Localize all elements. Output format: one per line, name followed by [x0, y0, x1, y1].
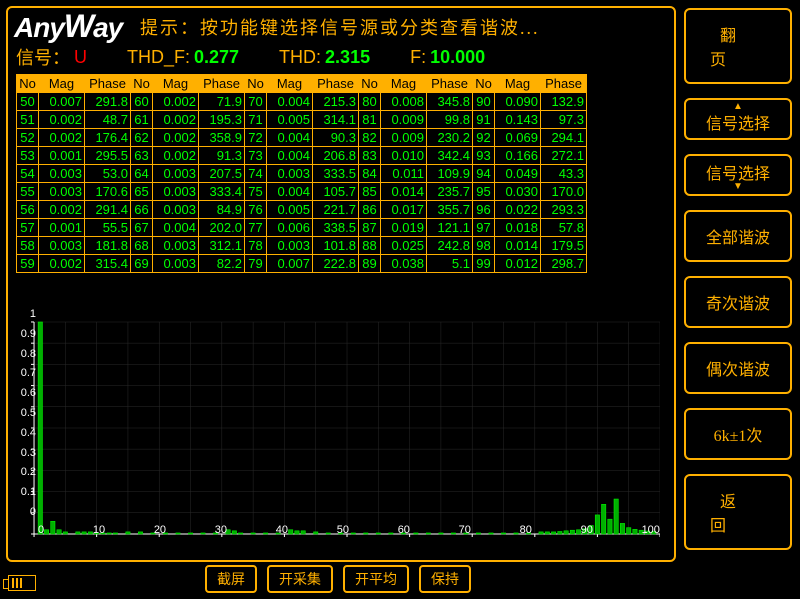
harmonics-table: NoMagPhaseNoMagPhaseNoMagPhaseNoMagPhase…: [16, 74, 587, 273]
table-row: 560.002291.4660.00384.9760.005221.7860.0…: [17, 201, 587, 219]
table-row: 580.003181.8680.003312.1780.003101.8880.…: [17, 237, 587, 255]
signal-select-up-button[interactable]: ▲ 信号选择: [684, 98, 792, 140]
thd-f-value: 0.277: [194, 47, 239, 68]
table-row: 510.00248.7610.002195.3710.005314.1810.0…: [17, 111, 587, 129]
up-arrow-icon: ▲: [686, 104, 790, 110]
table-header: Mag: [267, 75, 313, 93]
table-row: 520.002176.4620.002358.9720.00490.3820.0…: [17, 129, 587, 147]
back-button[interactable]: 返回: [684, 474, 792, 550]
thd-f-label: THD_F:: [127, 47, 190, 68]
hint-text: 提示：按功能键选择信号源或分类查看谐波...: [140, 14, 540, 40]
page-button[interactable]: 翻页: [684, 8, 792, 84]
table-header: Mag: [153, 75, 199, 93]
table-header: No: [131, 75, 153, 93]
harmonics-chart: [30, 310, 660, 550]
bottom-button-bar: 截屏开采集开平均保持: [0, 565, 676, 593]
bottom-btn-2[interactable]: 开平均: [343, 565, 409, 593]
battery-icon: [8, 575, 36, 591]
signal-value: U: [74, 47, 87, 68]
chart-x-labels: 0102030405060708090100: [38, 524, 660, 536]
table-header: No: [245, 75, 267, 93]
table-header: Phase: [313, 75, 359, 93]
bottom-btn-0[interactable]: 截屏: [205, 565, 257, 593]
table-header: Phase: [427, 75, 473, 93]
table-header: Phase: [85, 75, 131, 93]
logo: AnyWay: [14, 8, 122, 45]
bottom-btn-3[interactable]: 保持: [419, 565, 471, 593]
table-header: Mag: [495, 75, 541, 93]
f-value: 10.000: [430, 47, 485, 68]
side-button-panel: 翻页 ▲ 信号选择 信号选择 ▼ 全部谐波 奇次谐波 偶次谐波 6k±1次 返回: [684, 8, 792, 550]
table-header: Phase: [199, 75, 245, 93]
table-row: 590.002315.4690.00382.2790.007222.8890.0…: [17, 255, 587, 273]
chart-svg: [30, 310, 660, 550]
table-row: 500.007291.8600.00271.9700.004215.3800.0…: [17, 93, 587, 111]
table-header: Phase: [541, 75, 587, 93]
signal-label: 信号：: [16, 44, 70, 70]
signal-select-down-button[interactable]: 信号选择 ▼: [684, 154, 792, 196]
down-arrow-icon: ▼: [686, 184, 790, 190]
table-header: No: [359, 75, 381, 93]
bottom-btn-1[interactable]: 开采集: [267, 565, 333, 593]
table-header: No: [473, 75, 495, 93]
odd-harmonics-button[interactable]: 奇次谐波: [684, 276, 792, 328]
even-harmonics-button[interactable]: 偶次谐波: [684, 342, 792, 394]
table-row: 550.003170.6650.003333.4750.004105.7850.…: [17, 183, 587, 201]
six-k-button[interactable]: 6k±1次: [684, 408, 792, 460]
table-header: No: [17, 75, 39, 93]
thd-value: 2.315: [325, 47, 370, 68]
thd-label: THD:: [279, 47, 321, 68]
table-header: Mag: [39, 75, 85, 93]
signal-summary: 信号： U THD_F: 0.277 THD: 2.315 F: 10.000: [16, 44, 666, 70]
all-harmonics-button[interactable]: 全部谐波: [684, 210, 792, 262]
f-label: F:: [410, 47, 426, 68]
table-row: 530.001295.5630.00291.3730.004206.8830.0…: [17, 147, 587, 165]
table-row: 540.00353.0640.003207.5740.003333.5840.0…: [17, 165, 587, 183]
table-row: 570.00155.5670.004202.0770.006338.5870.0…: [17, 219, 587, 237]
table-header: Mag: [381, 75, 427, 93]
